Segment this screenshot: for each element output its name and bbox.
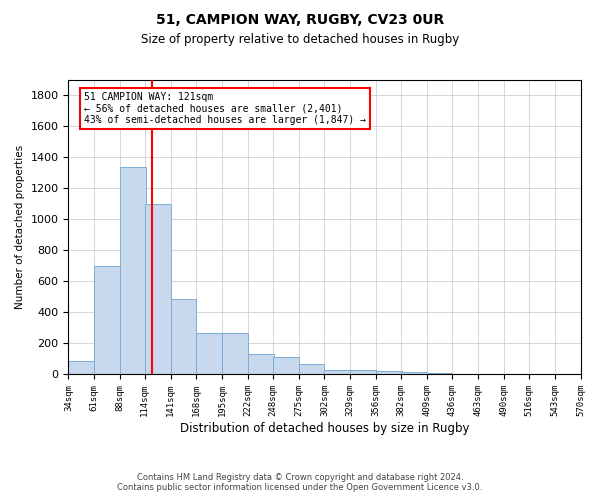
Bar <box>68 360 94 374</box>
Bar <box>94 266 120 374</box>
Bar <box>196 334 222 374</box>
Bar <box>248 354 274 374</box>
Bar <box>145 204 170 374</box>
Y-axis label: Number of detached properties: Number of detached properties <box>15 145 25 310</box>
Bar <box>299 364 325 374</box>
Bar <box>170 298 196 374</box>
Bar <box>273 358 299 374</box>
Text: Contains HM Land Registry data © Crown copyright and database right 2024.
Contai: Contains HM Land Registry data © Crown c… <box>118 473 482 492</box>
Bar <box>350 370 376 374</box>
Text: 51 CAMPION WAY: 121sqm
← 56% of detached houses are smaller (2,401)
43% of semi-: 51 CAMPION WAY: 121sqm ← 56% of detached… <box>84 92 366 125</box>
Bar <box>427 373 452 374</box>
Text: 51, CAMPION WAY, RUGBY, CV23 0UR: 51, CAMPION WAY, RUGBY, CV23 0UR <box>156 12 444 26</box>
Bar <box>401 372 427 374</box>
X-axis label: Distribution of detached houses by size in Rugby: Distribution of detached houses by size … <box>180 422 469 435</box>
Bar <box>376 372 402 374</box>
Bar <box>325 370 350 374</box>
Text: Size of property relative to detached houses in Rugby: Size of property relative to detached ho… <box>141 32 459 46</box>
Bar <box>222 334 248 374</box>
Bar <box>120 167 146 374</box>
